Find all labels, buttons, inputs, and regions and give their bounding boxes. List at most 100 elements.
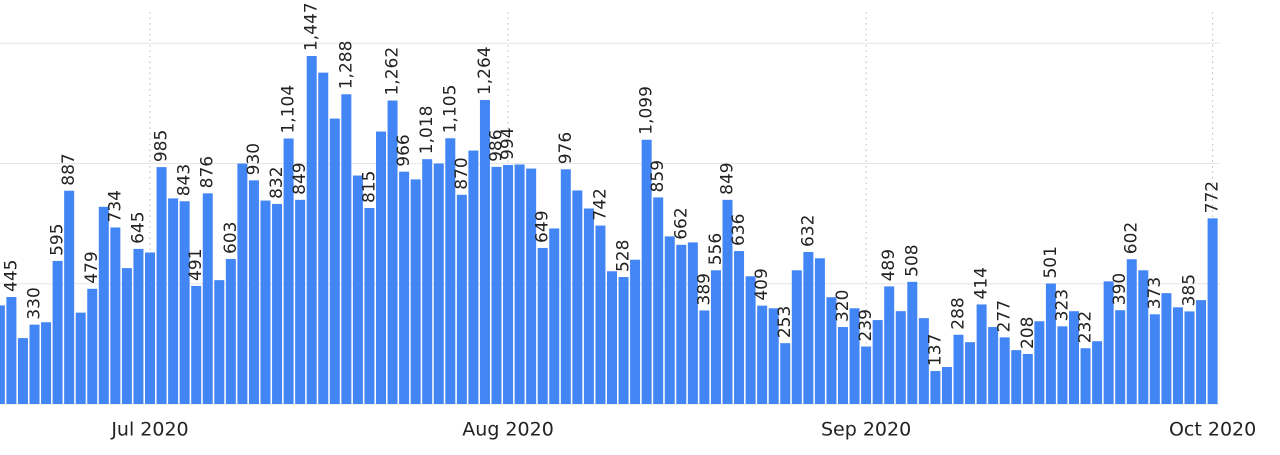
bar xyxy=(283,138,294,404)
bar xyxy=(572,190,583,404)
bar xyxy=(687,242,698,404)
bar xyxy=(41,322,52,404)
x-tick-label: Jul 2020 xyxy=(110,419,188,441)
data-label: 491 xyxy=(186,248,206,280)
bar xyxy=(1184,311,1195,404)
bar xyxy=(87,288,98,404)
bar xyxy=(734,251,745,404)
data-label: 632 xyxy=(798,215,818,247)
bar xyxy=(630,259,641,404)
bar xyxy=(456,194,467,404)
data-label: 976 xyxy=(556,132,576,164)
data-label: 385 xyxy=(1180,274,1200,306)
data-label: 389 xyxy=(694,273,714,305)
bar xyxy=(745,276,756,404)
bar xyxy=(988,327,999,404)
bar xyxy=(710,270,721,404)
bar xyxy=(849,308,860,404)
data-label: 277 xyxy=(995,300,1015,332)
data-label: 489 xyxy=(879,249,899,281)
bar xyxy=(479,100,490,405)
bar xyxy=(433,163,444,404)
bar xyxy=(1045,283,1056,404)
data-label: 288 xyxy=(949,297,969,329)
bar xyxy=(364,208,375,404)
data-label: 479 xyxy=(82,251,102,283)
bar xyxy=(560,169,571,404)
data-label: 966 xyxy=(394,134,414,166)
data-label: 772 xyxy=(1203,181,1223,213)
bar xyxy=(664,236,675,404)
bar xyxy=(803,252,814,404)
bar xyxy=(1034,321,1045,404)
x-tick-label: Sep 2020 xyxy=(821,419,911,441)
bar xyxy=(1161,293,1172,404)
bar xyxy=(329,118,340,405)
bar xyxy=(237,163,248,404)
bar xyxy=(248,180,259,404)
bar xyxy=(618,277,629,404)
bar xyxy=(29,324,40,404)
bar xyxy=(1080,348,1091,404)
bar xyxy=(168,198,179,404)
bar xyxy=(514,164,525,404)
bar xyxy=(1092,341,1103,404)
data-label: 414 xyxy=(972,267,992,299)
bar xyxy=(699,310,710,404)
bar xyxy=(595,225,606,404)
data-label: 409 xyxy=(752,268,772,300)
data-label: 985 xyxy=(152,130,172,162)
data-label: 1,105 xyxy=(440,85,460,134)
bar xyxy=(98,206,109,404)
bar xyxy=(6,296,17,404)
data-label: 849 xyxy=(290,162,310,194)
bar xyxy=(768,308,779,404)
x-tick-label: Aug 2020 xyxy=(462,419,554,441)
bar xyxy=(941,366,952,404)
data-label: 445 xyxy=(1,260,21,292)
data-label: 323 xyxy=(1052,289,1072,321)
data-label: 1,104 xyxy=(279,85,299,134)
bar xyxy=(976,304,987,404)
bar xyxy=(1022,353,1033,404)
data-label: 239 xyxy=(856,309,876,341)
bar xyxy=(387,100,398,405)
bar xyxy=(376,131,386,405)
bar xyxy=(133,248,144,404)
bar xyxy=(145,252,155,404)
bar xyxy=(907,281,918,404)
bar xyxy=(930,371,941,404)
bar xyxy=(75,312,86,404)
bar xyxy=(549,228,560,404)
bar xyxy=(1149,314,1160,404)
bar xyxy=(306,56,317,405)
bar xyxy=(1057,326,1068,404)
data-label: 1,018 xyxy=(417,106,437,155)
data-label: 1,262 xyxy=(383,47,403,96)
data-label: 390 xyxy=(1110,273,1130,305)
data-label: 815 xyxy=(359,171,379,203)
data-label: 208 xyxy=(1018,317,1038,349)
bar xyxy=(1196,300,1207,404)
bar xyxy=(884,286,895,404)
bar xyxy=(295,199,306,404)
bar xyxy=(1138,270,1149,404)
bar xyxy=(341,94,352,405)
bar xyxy=(953,334,964,404)
bar xyxy=(272,203,283,404)
bar xyxy=(0,305,5,404)
data-label: 1,099 xyxy=(637,86,657,135)
data-label: 556 xyxy=(706,233,726,265)
data-label: 887 xyxy=(59,153,79,185)
bar xyxy=(965,342,976,404)
data-label: 986 xyxy=(487,129,507,161)
data-label: 1,264 xyxy=(475,46,495,95)
bar xyxy=(318,72,329,404)
data-label: 930 xyxy=(244,143,264,175)
data-label: 859 xyxy=(648,160,668,192)
data-label: 832 xyxy=(267,166,287,198)
data-label: 645 xyxy=(128,211,148,243)
bar xyxy=(410,179,421,404)
data-label: 870 xyxy=(452,157,472,189)
bar xyxy=(52,260,63,404)
